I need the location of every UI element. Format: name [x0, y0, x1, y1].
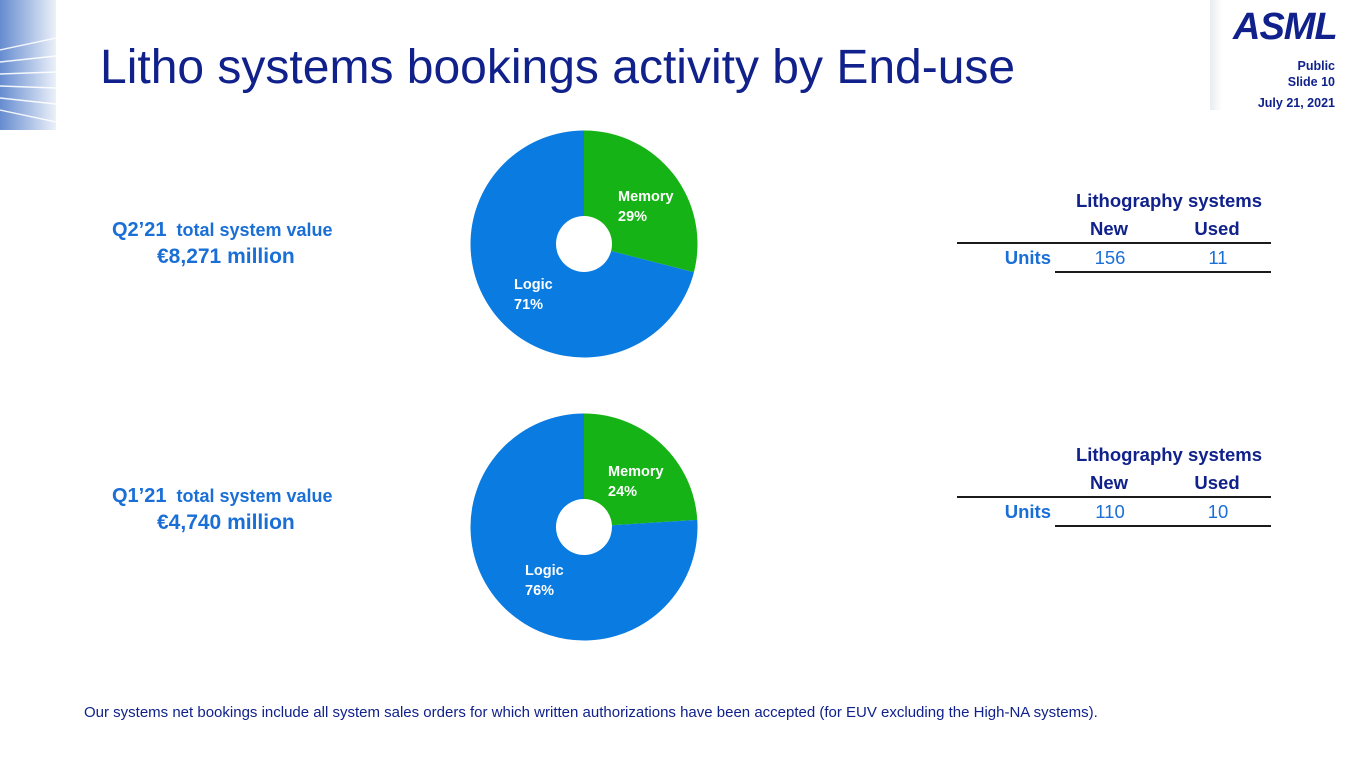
end-use-donut-chart: Memory 29% Logic 71%: [470, 130, 698, 358]
bottom-rule: [1055, 271, 1271, 273]
slice-label-logic: Logic: [525, 563, 564, 579]
slice-memory: [584, 413, 698, 526]
slice-value-memory: 29%: [618, 209, 647, 225]
column-new: New: [1089, 472, 1129, 493]
column-used: Used: [1194, 472, 1240, 493]
decorative-streaks: [0, 0, 56, 130]
total-system-value: €8,271 million: [157, 245, 295, 268]
slice-label-memory: Memory: [618, 189, 674, 205]
total-system-value: €4,740 million: [157, 511, 295, 534]
cell-new-units: 156: [1094, 247, 1126, 268]
value-caption: total system value: [176, 220, 333, 240]
end-use-donut-chart: Memory 24% Logic 76%: [470, 413, 698, 641]
classification-label: Public: [1297, 59, 1335, 73]
table-header: Lithography systems: [1075, 190, 1263, 211]
column-used: Used: [1194, 218, 1240, 239]
lithography-units-table: Lithography systems New Used Units 110 1…: [957, 444, 1271, 534]
slide-number: Slide 10: [1287, 75, 1335, 89]
slice-logic: [470, 413, 698, 641]
cell-used-units: 10: [1207, 501, 1229, 522]
header-rule: [957, 496, 1271, 498]
header-shadow: [1210, 0, 1222, 110]
header-rule: [957, 242, 1271, 244]
column-new: New: [1089, 218, 1129, 239]
cell-new-units: 110: [1095, 501, 1125, 522]
value-caption: total system value: [176, 486, 333, 506]
slice-value-memory: 24%: [608, 484, 637, 500]
slide-title: Litho systems bookings activity by End-u…: [100, 41, 1016, 94]
slice-memory: [584, 130, 698, 273]
slice-label-memory: Memory: [608, 464, 664, 480]
period-label: Q2’21 total system value: [112, 219, 333, 242]
cell-used-units: 11: [1208, 247, 1228, 268]
period-name: Q2’21: [112, 219, 167, 241]
period-label: Q1’21 total system value: [112, 485, 333, 508]
row-label-units: Units: [1004, 247, 1051, 268]
slide-date: July 21, 2021: [1257, 96, 1335, 110]
slice-value-logic: 71%: [514, 297, 543, 313]
period-name: Q1’21: [112, 485, 167, 507]
row-label-units: Units: [1004, 501, 1051, 522]
slice-logic: [470, 130, 694, 358]
slice-label-logic: Logic: [514, 277, 553, 293]
lithography-units-table: Lithography systems New Used Units 156 1…: [957, 190, 1271, 280]
footnote: Our systems net bookings include all sys…: [84, 704, 1098, 721]
asml-logo: ASML: [1233, 6, 1338, 48]
bottom-rule: [1055, 525, 1271, 527]
slice-value-logic: 76%: [525, 583, 554, 599]
table-header: Lithography systems: [1075, 444, 1263, 465]
